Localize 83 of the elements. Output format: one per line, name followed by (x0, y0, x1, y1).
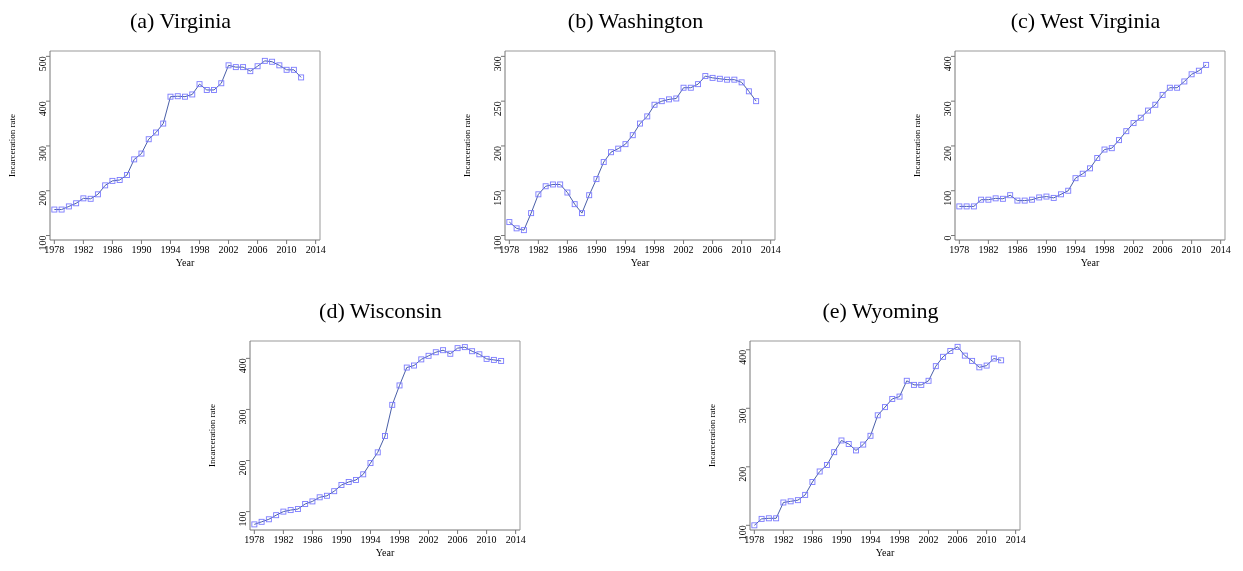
y-tick-label: 400 (236, 358, 248, 374)
y-tick-label: 0 (941, 235, 953, 241)
x-tick-label: 1986 (302, 534, 323, 546)
y-axis-title: Incarceration rate (462, 113, 473, 178)
y-tick-label: 200 (36, 190, 48, 206)
x-axis-title: Year (875, 547, 895, 558)
x-tick-label: 1990 (131, 244, 152, 256)
x-tick-label: 2014 (1210, 244, 1231, 256)
x-tick-label: 2002 (673, 244, 694, 256)
x-tick-label: 1986 (1007, 244, 1028, 256)
x-tick-label: 2002 (218, 244, 239, 256)
y-tick-label: 200 (236, 460, 248, 476)
x-tick-label: 1986 (802, 534, 823, 546)
y-tick-label: 300 (236, 409, 248, 425)
x-tick-label: 1998 (189, 244, 210, 256)
x-tick-label: 1998 (389, 534, 410, 546)
x-tick-label: 2002 (418, 534, 439, 546)
x-tick-label: 1986 (102, 244, 123, 256)
y-tick-label: 400 (736, 349, 748, 365)
x-tick-label: 1990 (1036, 244, 1057, 256)
x-tick-label: 2014 (505, 534, 526, 546)
x-tick-label: 2010 (276, 244, 297, 256)
y-axis-title: Incarceration rate (207, 403, 218, 468)
y-tick-label: 200 (491, 145, 503, 161)
x-tick-label: 1978 (244, 534, 265, 546)
x-tick-label: 2010 (976, 534, 997, 546)
x-tick-label: 1978 (744, 534, 765, 546)
y-tick-label: 300 (491, 56, 503, 72)
y-tick-label: 200 (736, 466, 748, 482)
x-tick-label: 2014 (305, 244, 326, 256)
x-tick-label: 1994 (860, 534, 881, 546)
y-tick-label: 400 (36, 101, 48, 117)
y-axis-title: Incarceration rate (912, 113, 923, 178)
y-tick-label: 100 (236, 511, 248, 527)
x-tick-label: 1978 (949, 244, 970, 256)
x-tick-label: 2006 (1152, 244, 1173, 256)
y-tick-label: 400 (941, 56, 953, 72)
x-tick-label: 1990 (331, 534, 352, 546)
x-tick-label: 1998 (1094, 244, 1115, 256)
x-axis-title: Year (630, 257, 650, 268)
x-tick-label: 2014 (760, 244, 781, 256)
x-tick-label: 2010 (476, 534, 497, 546)
chart-title: (d) Wisconsin (318, 298, 443, 325)
y-tick-label: 150 (491, 190, 503, 206)
x-tick-label: 1994 (615, 244, 636, 256)
y-tick-label: 100 (941, 190, 953, 206)
chart-title: (c) West Virginia (1009, 8, 1162, 35)
x-axis-title: Year (175, 257, 195, 268)
x-axis-title: Year (375, 547, 395, 558)
x-tick-label: 1990 (831, 534, 852, 546)
x-tick-label: 1990 (586, 244, 607, 256)
x-tick-label: 1994 (360, 534, 381, 546)
x-tick-label: 1982 (773, 534, 794, 546)
x-tick-label: 2002 (1123, 244, 1144, 256)
x-tick-label: 1986 (557, 244, 578, 256)
chart-title: (a) Virginia (128, 8, 233, 35)
x-tick-label: 2010 (1181, 244, 1202, 256)
y-tick-label: 200 (941, 145, 953, 161)
y-tick-label: 300 (36, 145, 48, 161)
y-axis-title: Incarceration rate (7, 113, 18, 178)
x-tick-label: 1998 (889, 534, 910, 546)
x-tick-label: 1982 (273, 534, 294, 546)
x-tick-label: 1998 (644, 244, 665, 256)
y-tick-label: 250 (491, 101, 503, 117)
x-tick-label: 1994 (160, 244, 181, 256)
x-tick-label: 1982 (73, 244, 94, 256)
chart-title: (e) Wyoming (821, 298, 940, 325)
chart-title: (b) Washington (566, 8, 705, 35)
x-tick-label: 2014 (1005, 534, 1026, 546)
x-tick-label: 2006 (947, 534, 968, 546)
x-tick-label: 2006 (702, 244, 723, 256)
x-tick-label: 1982 (528, 244, 549, 256)
y-tick-label: 300 (941, 101, 953, 117)
x-axis-title: Year (1080, 257, 1100, 268)
x-tick-label: 2006 (247, 244, 268, 256)
x-tick-label: 2010 (731, 244, 752, 256)
x-tick-label: 2006 (447, 534, 468, 546)
x-tick-label: 2002 (918, 534, 939, 546)
x-tick-label: 1982 (978, 244, 999, 256)
y-tick-label: 500 (36, 56, 48, 72)
y-tick-label: 300 (736, 408, 748, 424)
y-axis-title: Incarceration rate (707, 403, 718, 468)
x-tick-label: 1994 (1065, 244, 1086, 256)
